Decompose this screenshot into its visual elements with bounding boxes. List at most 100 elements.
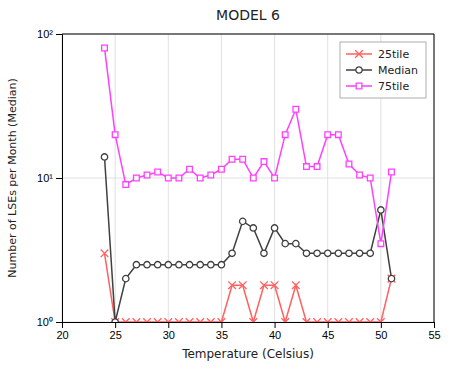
series-point xyxy=(303,318,311,322)
y-axis-title: Number of LSEs per Month (Median) xyxy=(6,78,19,277)
series-point xyxy=(240,156,246,162)
x-axis-tick-label: 50 xyxy=(375,329,387,341)
x-axis-tick-label: 30 xyxy=(163,329,175,341)
x-axis-tick-mark xyxy=(275,322,276,328)
x-axis-tick-mark xyxy=(328,322,329,328)
series-point xyxy=(164,318,172,322)
series-point xyxy=(123,182,129,188)
series-point xyxy=(389,169,395,175)
legend-box xyxy=(340,42,426,98)
series-point xyxy=(282,132,288,138)
series-point xyxy=(123,275,129,281)
grid-line-y xyxy=(62,34,434,35)
series-line xyxy=(105,157,392,322)
x-axis-tick-mark xyxy=(381,322,382,328)
series-point xyxy=(165,175,171,181)
y-axis-tick-mark xyxy=(56,34,62,35)
x-axis-tick-label: 25 xyxy=(110,329,122,341)
grid-line-y xyxy=(62,178,434,179)
series-point xyxy=(208,172,214,178)
series-point xyxy=(101,154,107,160)
series-point xyxy=(197,175,203,181)
series-point xyxy=(111,318,119,322)
series-point xyxy=(101,249,109,257)
legend-marker xyxy=(355,50,363,58)
series-point xyxy=(388,275,396,283)
x-axis: 20 25 30 35 40 45 50 55 xyxy=(56,322,440,341)
x-axis-tick: 55 xyxy=(428,322,440,341)
series-point xyxy=(388,275,394,281)
x-axis-tick: 40 xyxy=(269,322,281,341)
series-point xyxy=(143,318,151,322)
y-axis-tick: 10² xyxy=(37,28,62,40)
y-axis: 10⁰ 10¹ 10² xyxy=(37,28,63,328)
series-point xyxy=(208,262,214,268)
series-point xyxy=(357,172,363,178)
series-point xyxy=(218,262,224,268)
y-axis-tick: 10⁰ xyxy=(37,316,62,328)
series-point xyxy=(249,318,257,322)
series-point xyxy=(175,318,183,322)
series-point xyxy=(187,166,193,172)
grid-line-x xyxy=(434,34,435,322)
legend-item: Median xyxy=(346,64,418,77)
series-point xyxy=(218,318,226,322)
y-axis-tick-label: 10¹ xyxy=(37,172,53,184)
series-point xyxy=(239,218,245,224)
frame-top xyxy=(62,34,434,35)
title: MODEL 6 xyxy=(216,7,280,23)
plot-area: 202530354045505510⁰10¹10²25tileMedian75t… xyxy=(37,28,441,341)
series-point xyxy=(366,318,374,322)
x-axis-tick-label: 45 xyxy=(322,329,334,341)
legend-marker xyxy=(356,83,362,89)
series-point xyxy=(336,132,342,138)
series-point xyxy=(207,318,215,322)
x-axis-tick: 50 xyxy=(375,322,387,341)
series-point xyxy=(345,318,353,322)
x-axis-tick-label: 35 xyxy=(216,329,228,341)
series-point xyxy=(271,281,279,289)
x-axis-tick-label: 20 xyxy=(56,329,68,341)
series-point xyxy=(134,175,140,181)
series-point xyxy=(228,281,236,289)
series-point xyxy=(144,262,150,268)
series-point xyxy=(378,241,384,247)
x-axis-tick: 45 xyxy=(322,322,334,341)
series-point xyxy=(377,318,385,322)
x-axis-tick-label: 40 xyxy=(269,329,281,341)
series-point xyxy=(133,318,141,322)
series-point xyxy=(367,250,373,256)
x-axis-title: Temperature (Celsius) xyxy=(181,347,314,361)
series-point xyxy=(144,172,150,178)
series-point xyxy=(102,45,108,51)
series-point xyxy=(325,250,331,256)
series-point xyxy=(261,159,267,165)
series-point xyxy=(356,318,364,322)
series-point xyxy=(186,318,194,322)
legend: 25tileMedian75tile xyxy=(340,42,426,98)
series-point xyxy=(356,250,362,256)
series-point xyxy=(324,318,332,322)
x-axis-tick-mark xyxy=(434,322,435,328)
series-point xyxy=(229,156,235,162)
series-point xyxy=(281,318,289,322)
x-axis-tick: 25 xyxy=(110,322,122,341)
series-point xyxy=(122,318,130,322)
series-point xyxy=(186,262,192,268)
series-point xyxy=(314,250,320,256)
legend-item: 75tile xyxy=(346,80,409,93)
series-point xyxy=(272,175,278,181)
series-point xyxy=(293,240,299,246)
series-point xyxy=(314,164,320,170)
series-point xyxy=(282,240,288,246)
series-point xyxy=(155,169,161,175)
series-point xyxy=(346,161,352,167)
legend-label: 75tile xyxy=(378,80,409,93)
series-point xyxy=(261,250,267,256)
y-axis-tick-label: 10⁰ xyxy=(37,316,53,328)
x-axis-tick: 35 xyxy=(216,322,228,341)
series-point xyxy=(176,262,182,268)
x-axis-line xyxy=(63,323,435,329)
series-point xyxy=(197,262,203,268)
series-point xyxy=(229,250,235,256)
